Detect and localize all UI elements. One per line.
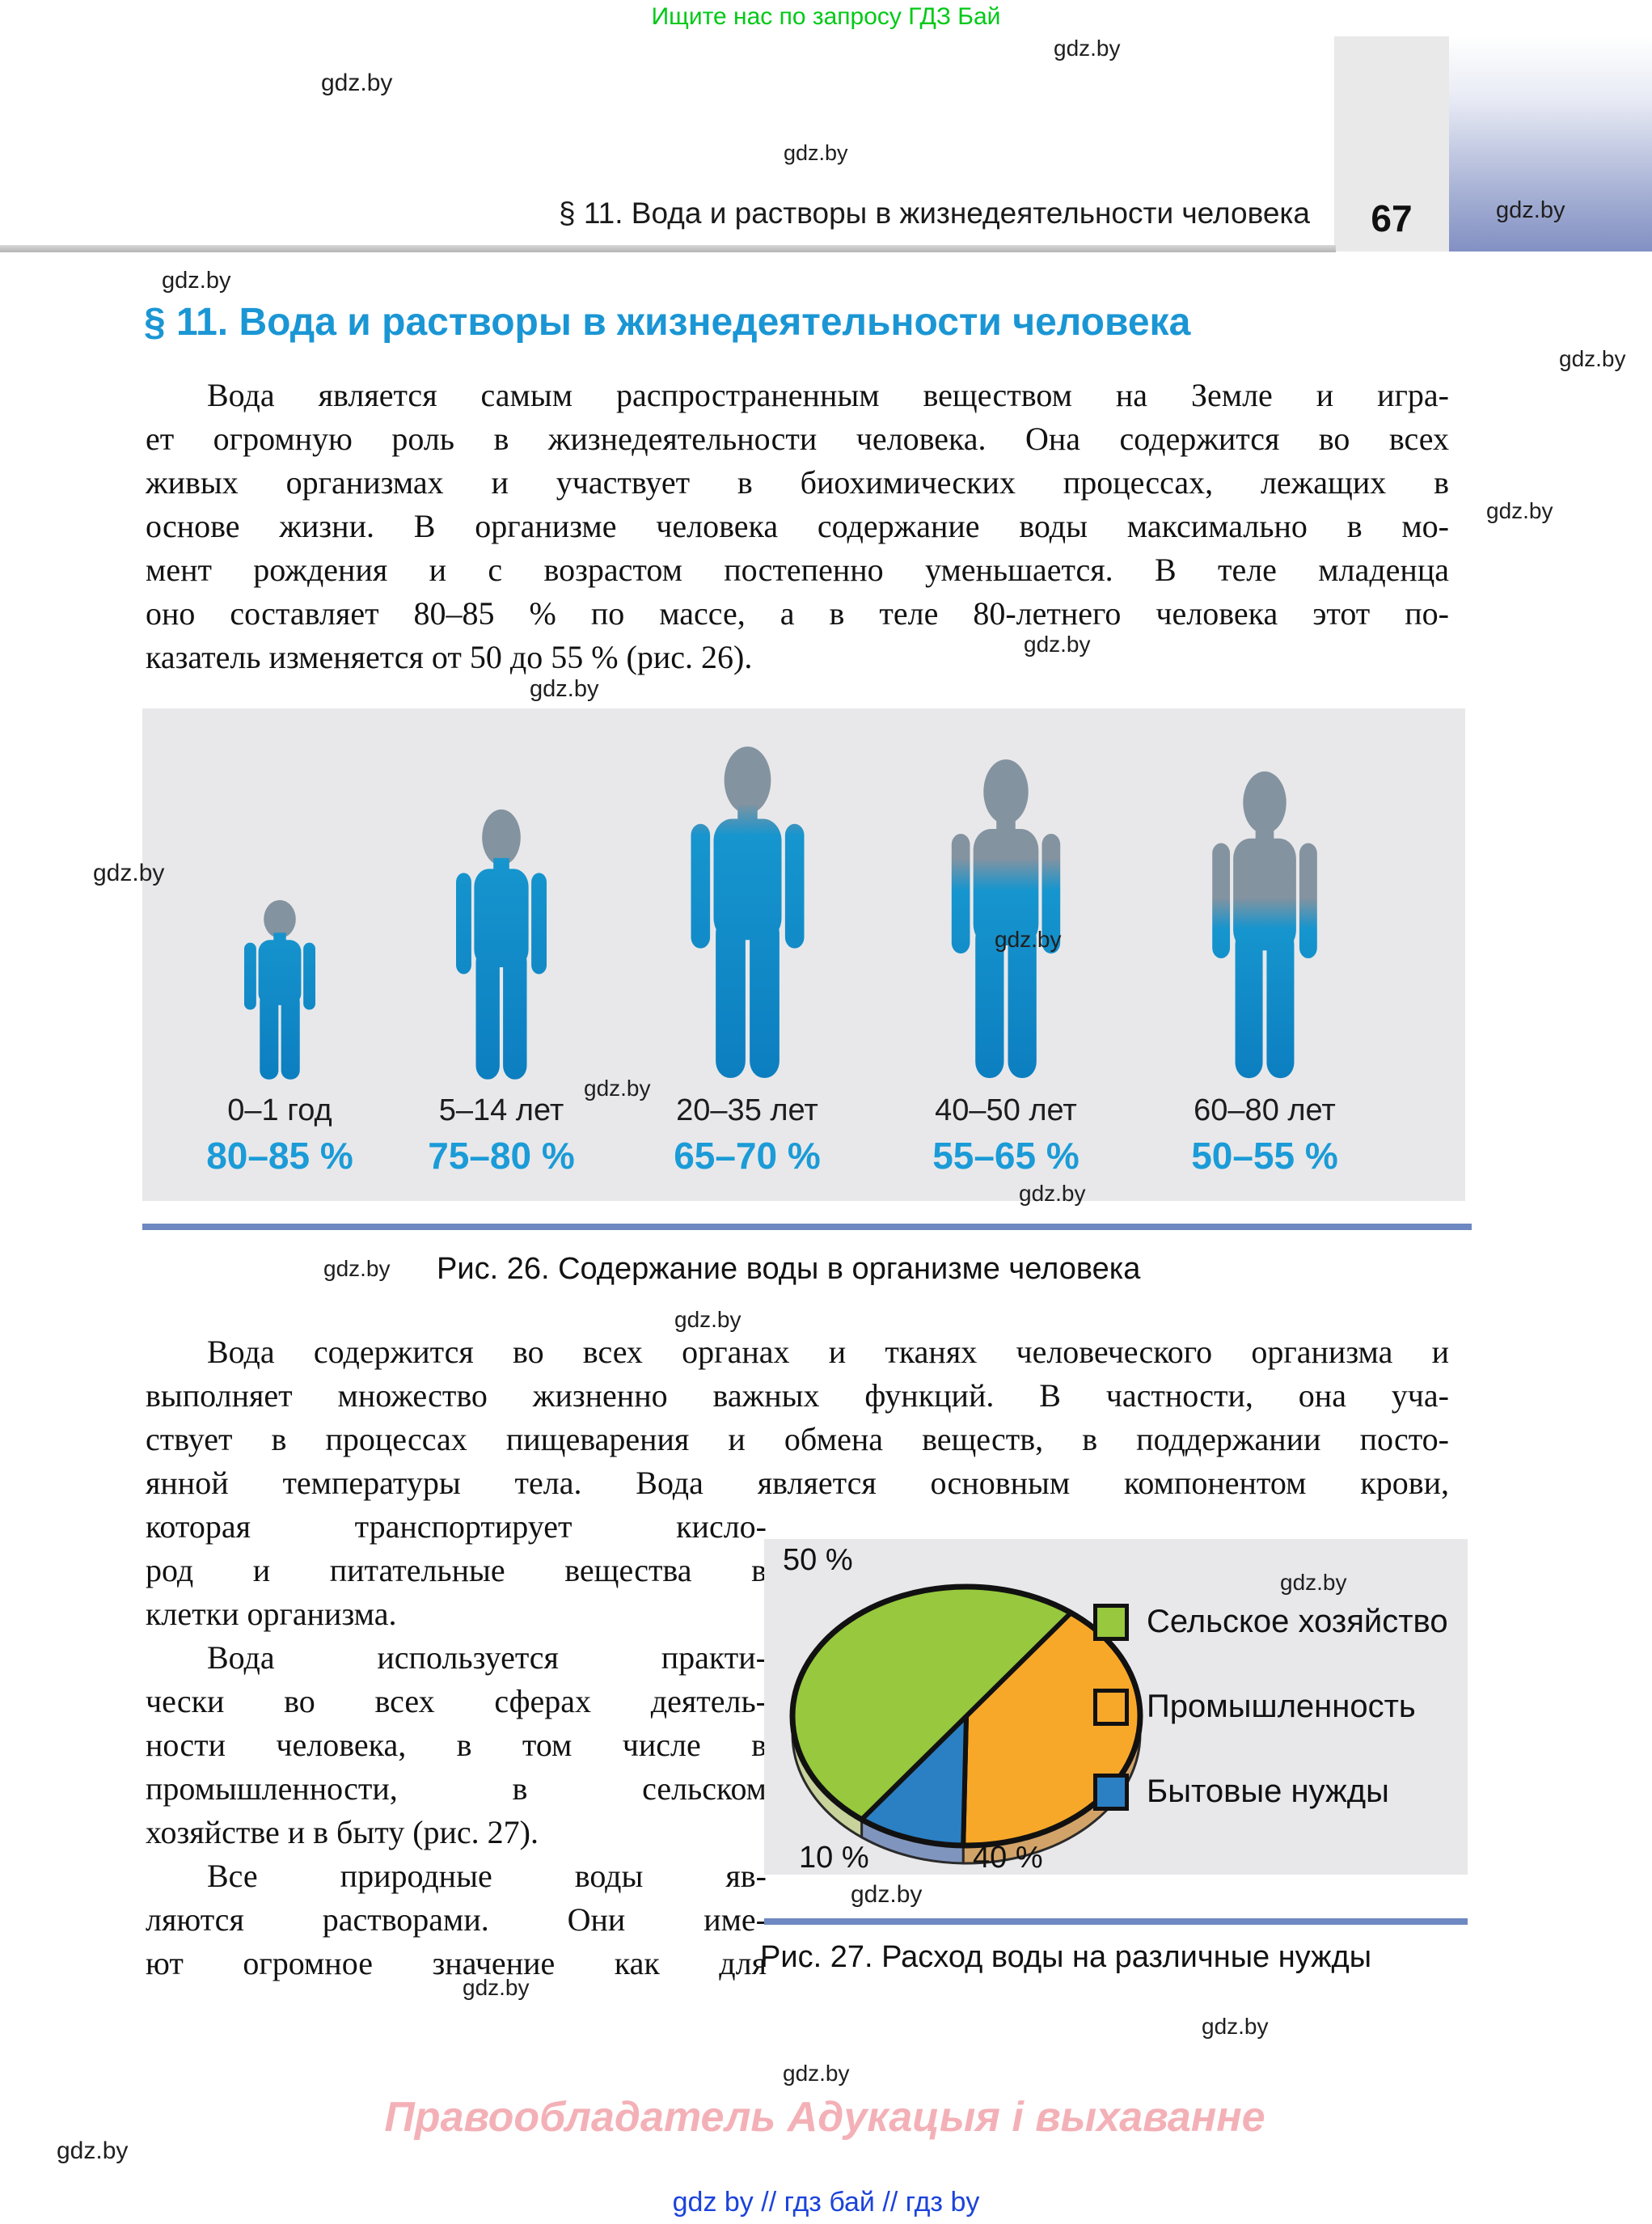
text-line: основе жизни. В организме человека содер…: [146, 508, 1449, 544]
gdz-watermark: gdz.by: [162, 268, 231, 294]
page-number: 67: [1371, 197, 1413, 239]
text-line: Все природные воды яв-: [207, 1858, 767, 1894]
water-percent-label: 65–70 %: [674, 1135, 821, 1177]
section-title: § 11. Вода и растворы в жизнедеятельност…: [144, 301, 1191, 344]
gdz-watermark: gdz.by: [851, 1881, 923, 1908]
text-line: которая транспортирует кисло-: [146, 1508, 767, 1545]
legend-item-domestic: Бытовые нужды: [1093, 1774, 1449, 1811]
age-label: 0–1 год: [227, 1093, 332, 1127]
silhouette-adult-icon: [691, 746, 805, 1078]
gdz-watermark: gdz.by: [1019, 1181, 1086, 1206]
gdz-watermark: gdz.by: [1054, 36, 1121, 61]
gdz-watermark: gdz.by: [995, 927, 1062, 952]
gdz-watermark: gdz.by: [783, 2061, 850, 2086]
gdz-watermark: gdz.by: [93, 860, 165, 886]
gdz-watermark: gdz.by: [321, 70, 393, 96]
gdz-watermark: gdz.by: [530, 676, 599, 702]
page-number-box: 67: [1334, 36, 1449, 252]
paragraph-column: которая транспортирует кисло- род и пита…: [146, 1505, 767, 1985]
figure-26-caption: Рис. 26. Содержание воды в организме чел…: [437, 1252, 1141, 1286]
text-line: ет огромную роль в жизнедеятельности чел…: [146, 421, 1449, 457]
text-line: хозяйстве и в быту (рис. 27).: [146, 1814, 539, 1850]
legend-label: Сельское хозяйство: [1147, 1604, 1448, 1639]
gdz-watermark: gdz.by: [1486, 498, 1553, 523]
legend-swatch-green: [1093, 1604, 1129, 1641]
promo-banner: Ищите нас по запросу ГДЗ Бай: [651, 3, 1001, 30]
age-label: 40–50 лет: [935, 1093, 1077, 1127]
pie-value-domestic: 10 %: [799, 1841, 869, 1875]
age-label: 5–14 лет: [438, 1093, 564, 1127]
water-percent-label: 80–85 %: [206, 1135, 353, 1177]
water-percent-label: 75–80 %: [428, 1135, 575, 1177]
paragraph-1: Вода является самым распространенным вещ…: [146, 374, 1449, 679]
pie-outline: [789, 1583, 1143, 1849]
gdz-watermark: gdz.by: [1496, 197, 1565, 223]
water-percent-label: 55–65 %: [932, 1135, 1080, 1177]
text-line: ют огромное значение как для: [146, 1945, 767, 1981]
silhouette-senior-icon: [1212, 771, 1317, 1079]
text-line: оно составляет 80–85 % по массе, а в тел…: [146, 595, 1449, 632]
gdz-watermark: gdz.by: [674, 1307, 741, 1332]
silhouette-baby-icon: [244, 900, 315, 1080]
text-line: Вода используется практи-: [207, 1639, 767, 1676]
gdz-watermark: gdz.by: [1024, 632, 1091, 657]
gdz-watermark: gdz.by: [1559, 346, 1626, 371]
gdz-watermark: gdz.by: [463, 1975, 530, 2000]
text-line: выполняет множество жизненно важных функ…: [146, 1377, 1449, 1414]
silhouette-child-icon: [456, 809, 547, 1080]
gdz-watermark: gdz.by: [584, 1076, 651, 1101]
gdz-watermark: gdz.by: [784, 141, 848, 165]
legend-swatch-blue: [1093, 1774, 1129, 1811]
age-label: 20–35 лет: [676, 1093, 818, 1127]
gdz-watermark: gdz.by: [1202, 2014, 1269, 2039]
text-line: чески во всех сферах деятель-: [146, 1683, 767, 1719]
text-line: живых организмах и участвует в биохимиче…: [146, 464, 1449, 501]
text-line: казатель изменяется от 50 до 55 % (рис. …: [146, 639, 753, 675]
pie-value-agriculture: 50 %: [783, 1543, 853, 1577]
water-percent-label: 50–55 %: [1191, 1135, 1338, 1177]
running-header: § 11. Вода и растворы в жизнедеятельност…: [558, 197, 1310, 230]
text-line: промышленности, в сельском: [146, 1770, 767, 1807]
legend-item-agriculture: Сельское хозяйство: [1093, 1604, 1449, 1641]
legend-label: Бытовые нужды: [1147, 1774, 1389, 1809]
paragraph-2: Вода содержится во всех органах и тканях…: [146, 1330, 1449, 1505]
figure-26-rule: [142, 1224, 1472, 1230]
text-line: клетки организма.: [146, 1596, 397, 1632]
text-line: янной температуры тела. Вода является ос…: [146, 1465, 1449, 1501]
legend-item-industry: Промышленность: [1093, 1689, 1449, 1726]
figure-27-caption: Рис. 27. Расход воды на различные нужды: [760, 1940, 1372, 1974]
text-line: Вода является самым распространенным вещ…: [207, 377, 1449, 413]
text-line: ствует в процессах пищеварения и обмена …: [146, 1421, 1449, 1457]
text-line: Вода содержится во всех органах и тканях…: [207, 1334, 1449, 1370]
legend-swatch-orange: [1093, 1689, 1129, 1726]
silhouette-middle-aged-icon: [951, 759, 1061, 1078]
copyright-notice: Правообладатель Адукацыя і выхаванне: [384, 2094, 1265, 2141]
gdz-watermark: gdz.by: [1280, 1570, 1347, 1595]
figure-27-rule: [764, 1918, 1468, 1925]
text-line: ляются растворами. Они име-: [146, 1901, 767, 1938]
gdz-watermark: gdz.by: [323, 1256, 391, 1281]
gdz-watermark: gdz.by: [57, 2137, 129, 2164]
footer-links[interactable]: gdz by // гдз бай // гдз by: [672, 2187, 980, 2218]
text-line: род и питательные вещества в: [146, 1552, 767, 1588]
header-gradient-decoration: [1449, 36, 1652, 252]
pie-value-industry: 40 %: [973, 1841, 1043, 1875]
header-rule: [0, 245, 1336, 252]
text-line: ности человека, в том числе в: [146, 1727, 767, 1763]
text-line: мент рождения и с возрастом постепенно у…: [146, 552, 1449, 588]
legend-label: Промышленность: [1147, 1689, 1416, 1724]
age-label: 60–80 лет: [1194, 1093, 1336, 1127]
